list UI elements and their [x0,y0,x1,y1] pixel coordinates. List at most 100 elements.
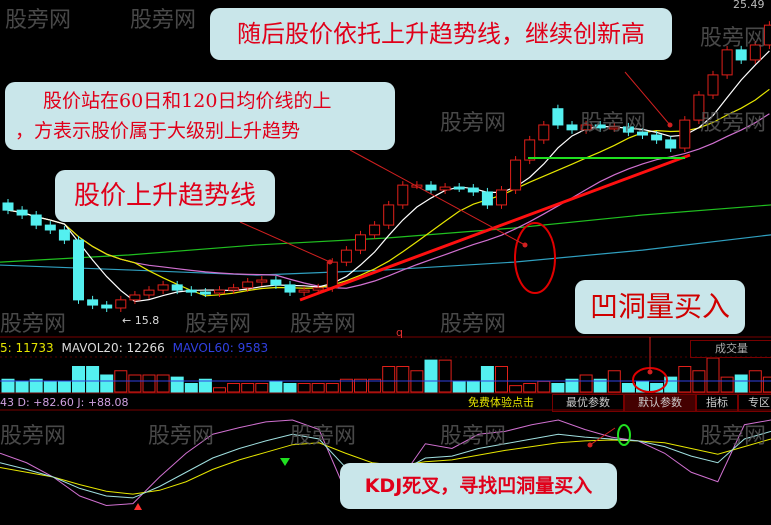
volume-bar [551,383,565,393]
volume-bar [142,374,156,393]
volume-bar [100,374,114,393]
candle [665,139,677,149]
volume-bar [325,383,339,393]
candle [467,187,479,193]
candle [157,284,169,291]
volume-bar [255,383,269,393]
candle [608,126,620,130]
annotation-kdj-cross: KDJ死叉，寻找凹洞量买入 [340,463,617,509]
volume-bar [311,383,325,393]
kdj-values: 43 D: +82.60 J: +88.08 [0,396,129,409]
watermark: 股旁网 [440,312,507,337]
tab-zone[interactable]: 专区 [738,394,771,412]
volume-bar [156,374,170,393]
candle [566,124,578,131]
buy-signal-arrow-icon [280,458,290,466]
candle [58,229,70,241]
volume-bar [269,380,283,393]
highlight-ellipse [514,222,556,294]
volume-bar [621,383,635,393]
volume-bar [382,366,396,393]
candle [453,186,465,190]
candle [369,224,381,236]
candle [242,281,254,289]
volume-bar [509,385,523,393]
uptrend-line [299,153,691,302]
candle [199,291,211,295]
arrow-head-icon [587,442,593,448]
watermark: 股旁网 [440,424,507,449]
candle [73,239,84,301]
candle [87,299,99,306]
candle [580,124,592,131]
volume-bar [678,366,692,393]
volume-bar [227,383,241,393]
volume-bar [762,376,771,393]
ma60-line [0,204,771,263]
volume-bar [184,383,198,393]
candle [524,139,536,161]
volume-bar [72,366,85,393]
watermark: 股旁网 [440,111,507,136]
price-low-value: 15.8 [134,314,160,327]
volume-bar [1,378,15,393]
mavol20-value: MAVOL20: 12266 [61,341,165,355]
volume-bar [438,359,452,393]
candle [228,287,240,291]
volume-header: 5: 11733 MAVOL20: 12266 MAVOL60: 9583 [0,341,268,355]
tab-default-params[interactable]: 默认参数 [624,394,696,412]
annotation-arrow [589,427,616,446]
watermark: 股旁网 [290,312,357,337]
candle [735,49,747,61]
candle [481,191,493,206]
candle [622,126,634,133]
price-high-label: 25.49 [733,0,765,11]
candle [439,186,451,191]
volume-bar [396,366,410,393]
watermark: 股旁网 [580,111,647,136]
candle [115,299,127,309]
watermark: 股旁网 [700,424,767,449]
volume-bar [495,366,508,393]
volume-bar [706,357,720,393]
candle [749,44,761,61]
candle [355,234,366,251]
volume-bar [297,383,311,393]
candle [340,249,352,263]
candle [510,159,522,191]
tab-best-params[interactable]: 最优参数 [552,394,624,412]
volume-bar [354,378,367,393]
volume-bar [43,380,57,393]
watermark: 股旁网 [148,424,215,449]
ma120-line [0,234,771,276]
volume-bar [339,378,353,393]
candle [637,131,648,136]
volume-bar [720,376,734,393]
candle [397,184,409,206]
candle [185,289,197,293]
annotation-ma-support: 股价站在60日和120日均价线的上 ，方表示股价属于大级别上升趋势 [5,82,395,150]
annotation-arrow [624,71,671,126]
watermark: 股旁网 [0,312,67,337]
candle [707,74,719,96]
tab-free-trial[interactable]: 免费体验点击 [468,396,534,409]
annotation-arrow [349,149,526,246]
watermark: 股旁网 [185,312,252,337]
arrow-head-icon [667,122,673,128]
candle [552,108,564,126]
volume-bar [734,374,748,393]
volume-bar [170,376,184,393]
volume-bar [466,380,480,393]
arrow-head-icon [522,242,528,248]
watermark: 股旁网 [0,424,67,449]
marker-q: q [396,326,403,339]
candle [171,284,183,291]
candle [693,94,705,121]
tab-indicator[interactable]: 指标 [696,394,738,412]
volume-bar [523,383,537,393]
candle [679,119,691,149]
annotation-trendline: 股价上升趋势线 [55,170,275,222]
volume-bar [537,380,551,393]
